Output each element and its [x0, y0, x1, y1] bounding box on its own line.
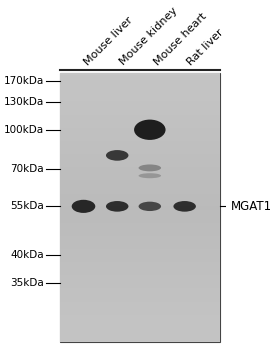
- Ellipse shape: [139, 164, 161, 172]
- Text: 130kDa: 130kDa: [4, 97, 44, 107]
- Ellipse shape: [106, 201, 129, 212]
- Ellipse shape: [134, 120, 165, 140]
- Ellipse shape: [139, 202, 161, 211]
- Text: 35kDa: 35kDa: [10, 278, 44, 288]
- Text: 70kDa: 70kDa: [11, 164, 44, 174]
- FancyBboxPatch shape: [60, 74, 219, 342]
- Text: 170kDa: 170kDa: [4, 76, 44, 86]
- Text: 55kDa: 55kDa: [10, 201, 44, 211]
- Ellipse shape: [106, 150, 129, 161]
- Text: 100kDa: 100kDa: [4, 125, 44, 135]
- Ellipse shape: [173, 201, 196, 212]
- Ellipse shape: [72, 200, 95, 213]
- Text: MGAT1: MGAT1: [231, 200, 272, 213]
- Text: Mouse kidney: Mouse kidney: [118, 6, 180, 67]
- Text: Mouse liver: Mouse liver: [82, 15, 135, 67]
- Ellipse shape: [139, 173, 161, 178]
- Text: Rat liver: Rat liver: [186, 27, 226, 67]
- Text: 40kDa: 40kDa: [11, 250, 44, 260]
- Text: Mouse heart: Mouse heart: [152, 11, 208, 67]
